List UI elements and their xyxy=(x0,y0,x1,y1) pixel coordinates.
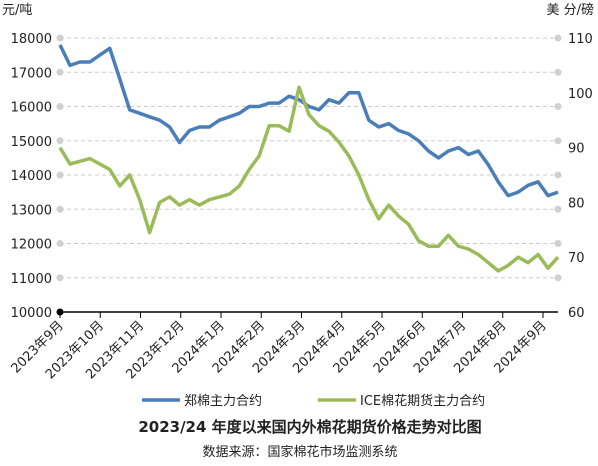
grid-dot xyxy=(554,240,562,247)
grid-dot xyxy=(554,68,562,76)
y2-tick-label: 60 xyxy=(568,306,585,321)
y-tick-label: 11000 xyxy=(11,272,52,287)
legend-label: ICE棉花期货主力合约 xyxy=(360,393,485,409)
grid-dot xyxy=(554,103,562,110)
series-line xyxy=(58,44,559,198)
grid-dot xyxy=(56,103,64,110)
y-tick-label: 15000 xyxy=(11,135,52,150)
y-axis-label: 元/吨 xyxy=(2,3,32,18)
y-tick-label: 10000 xyxy=(11,306,52,321)
y2-tick-label: 70 xyxy=(568,251,585,266)
y2-tick-label: 100 xyxy=(568,87,593,102)
grid-dot xyxy=(554,34,562,42)
chart-subtitle: 数据来源：国家棉花市场监测系统 xyxy=(202,444,397,460)
grid-dot xyxy=(554,205,562,213)
y-tick-label: 14000 xyxy=(11,169,52,184)
grid-dot xyxy=(56,68,64,76)
legend-label: 郑棉主力合约 xyxy=(184,394,262,409)
y-tick-label: 16000 xyxy=(11,101,52,116)
grid-dot xyxy=(554,171,562,179)
y-tick-label: 18000 xyxy=(11,32,52,47)
y2-tick-label: 80 xyxy=(568,196,585,211)
grid-dot xyxy=(56,171,64,179)
y-tick-label: 12000 xyxy=(11,238,52,253)
series-line xyxy=(58,85,560,273)
y2-tick-label: 110 xyxy=(568,32,593,47)
y-tick-label: 17000 xyxy=(11,66,52,81)
y-tick-label: 13000 xyxy=(11,203,52,218)
chart-title: 2023/24 年度以来国内外棉花期货价格走势对比图 xyxy=(138,418,481,436)
grid-dot xyxy=(56,137,64,145)
grid-dot xyxy=(56,274,64,282)
y2-axis-label: 美 分/磅 xyxy=(546,2,594,18)
grid-dot xyxy=(56,240,64,247)
grid-dot xyxy=(56,205,64,213)
grid-dot xyxy=(56,34,64,42)
grid-dot xyxy=(554,274,562,282)
y2-tick-label: 90 xyxy=(568,142,585,157)
grid-dot xyxy=(554,137,562,145)
